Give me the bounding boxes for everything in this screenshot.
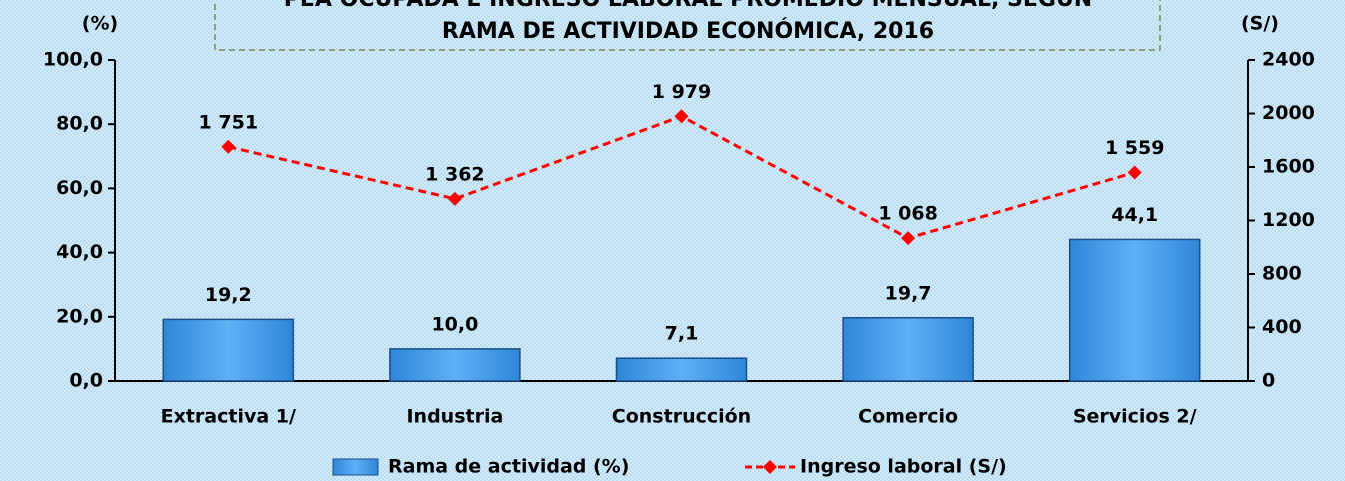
- y-axis-label: (%): [82, 13, 118, 35]
- x-tick-label: Construcción: [612, 406, 751, 428]
- bar: [1068, 238, 1201, 382]
- x-tick-label: Extractiva 1/: [161, 406, 296, 428]
- line-value-label: 1 559: [1105, 137, 1165, 159]
- legend-label: Rama de actividad (%): [388, 456, 629, 478]
- legend-marker: [763, 460, 777, 474]
- y2-tick-label: 1600: [1262, 156, 1315, 178]
- line-marker: [447, 191, 462, 206]
- y2-tick-label: 1200: [1262, 209, 1315, 231]
- y2-tick-label: 800: [1262, 263, 1302, 285]
- y-tick-label: 40,0: [56, 241, 103, 263]
- bar-value-label: 19,2: [205, 284, 252, 306]
- line-marker: [221, 139, 236, 154]
- line-marker: [674, 109, 689, 124]
- y2-tick-label: 2400: [1262, 49, 1315, 71]
- y-tick-label: 0,0: [69, 370, 103, 392]
- y-tick-label: 100,0: [43, 49, 103, 71]
- x-tick-label: Servicios 2/: [1073, 406, 1197, 428]
- bar-value-label: 10,0: [431, 313, 478, 335]
- y-tick-label: 60,0: [56, 177, 103, 199]
- legend-swatch: [332, 458, 379, 476]
- y-tick-label: 20,0: [56, 305, 103, 327]
- y2-tick-label: 2000: [1262, 102, 1315, 124]
- bar: [615, 357, 748, 382]
- legend-label: Ingreso laboral (S/): [800, 456, 1007, 478]
- line-value-label: 1 068: [878, 203, 938, 225]
- bar-value-label: 7,1: [665, 323, 699, 345]
- bar: [389, 348, 521, 382]
- x-tick-label: Industria: [406, 406, 503, 428]
- bar: [842, 317, 974, 382]
- line-value-label: 1 979: [652, 81, 712, 103]
- line-marker: [901, 231, 916, 246]
- y2-tick-label: 400: [1262, 316, 1302, 338]
- y-tick-label: 80,0: [56, 113, 103, 135]
- chart-title: PEA OCUPADA E INGRESO LABORAL PROMEDIO M…: [284, 0, 1092, 12]
- line-marker: [1127, 165, 1142, 180]
- line-value-label: 1 362: [425, 163, 485, 185]
- y2-tick-label: 0: [1262, 370, 1275, 392]
- line-value-label: 1 751: [199, 111, 259, 133]
- title-box: [214, 0, 1161, 51]
- bar: [162, 318, 295, 382]
- bar-value-label: 44,1: [1111, 204, 1158, 226]
- chart-title: RAMA DE ACTIVIDAD ECONÓMICA, 2016: [442, 18, 934, 44]
- bar-value-label: 19,7: [885, 282, 932, 304]
- y2-axis-label: (S/): [1241, 13, 1279, 35]
- x-tick-label: Comercio: [858, 406, 958, 428]
